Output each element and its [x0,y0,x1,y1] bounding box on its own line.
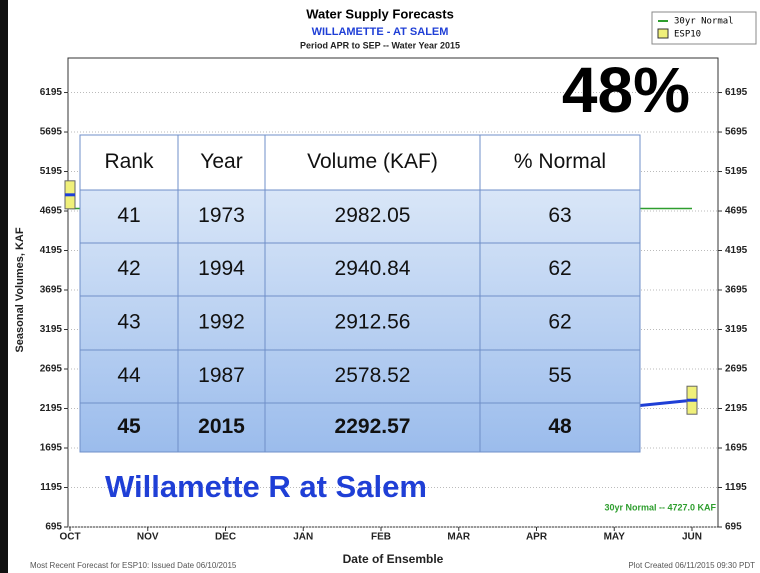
legend-label: ESP10 [674,30,701,40]
period: Period APR to SEP -- Water Year 2015 [300,40,460,50]
x-tick-label: DEC [215,532,236,543]
table-cell: 62 [548,257,571,280]
y-tick-label: 6195 [40,87,63,98]
x-axis-label: Date of Ensemble [343,552,444,566]
table-cell: 1973 [198,204,245,227]
table-cell: 45 [117,415,141,438]
x-tick-label: FEB [371,532,391,543]
y-axis-label: Seasonal Volumes, KAF [14,227,26,352]
y-tick-label: 5695 [40,127,63,138]
y-tick-label: 4195 [40,245,63,256]
y-tick-label: 4195 [725,245,748,256]
y-tick-label: 695 [45,522,62,533]
table-cell: 48 [548,415,572,438]
y-tick-label: 1195 [40,482,62,493]
table-cell: 2912.56 [335,311,411,334]
y-tick-label: 5195 [725,166,748,177]
table-cell: 55 [548,364,571,387]
table-cell: 1994 [198,257,245,280]
chart-subtitle: WILLAMETTE - AT SALEM [312,26,449,38]
y-tick-label: 3695 [725,285,748,296]
legend: 30yr Normal ESP10 [651,11,757,45]
table-cell: 2015 [198,415,245,438]
y-tick-label: 1195 [725,482,747,493]
header-cell: Rank [104,150,154,173]
x-tick-label: MAR [447,532,471,543]
y-tick-label: 4695 [40,206,63,217]
footer-left: Most Recent Forecast for ESP10: Issued D… [30,561,237,570]
y-tick-label: 1695 [725,443,748,454]
table-cell: 1987 [198,364,245,387]
table-cell: 41 [117,204,140,227]
table-cell: 1992 [198,311,245,334]
y-tick-label: 2695 [40,364,63,375]
table-cell: 2292.57 [335,415,411,438]
x-tick-label: MAY [604,532,626,543]
caption: Willamette R at Salem [105,469,427,504]
y-tick-label: 2695 [725,364,748,375]
x-tick-label: OCT [59,532,80,543]
y-tick-label: 3195 [40,324,63,335]
y-tick-label: 6195 [725,87,748,98]
y-tick-label: 2195 [40,403,63,414]
legend-box [651,11,757,45]
normal-annotation: 30yr Normal -- 4727.0 KAF [604,502,716,512]
table-cell: 42 [117,257,140,280]
y-tick-label: 5195 [40,166,63,177]
table: Rank Year Volume (KAF) % Normal 41 1973 2982.0… [79,134,641,453]
y-tick-label: 695 [725,522,742,533]
chart-title: Water Supply Forecasts [306,6,454,21]
table-cell: 62 [548,311,571,334]
table-cell: 2940.84 [335,257,411,280]
header-cell: Year [200,150,242,173]
x-tick-label: JUN [682,532,702,543]
table-cell: 2578.52 [335,364,411,387]
x-tick-label: NOV [137,532,159,543]
x-tick-label: APR [526,532,548,543]
y-tick-label: 1695 [40,443,63,454]
header-cell: Volume (KAF) [307,150,438,173]
headline: 48% [562,54,690,126]
y-tick-label: 3195 [725,324,748,335]
table-cell: 2982.05 [335,204,411,227]
footer-right: Plot Created 06/11/2015 09:30 PDT [628,561,755,570]
y-tick-label: 3695 [40,285,63,296]
y-tick-label: 4695 [725,206,748,217]
y-tick-label: 5695 [725,127,748,138]
table-cell: 44 [117,364,141,387]
y-tick-label: 2195 [725,403,748,414]
legend-label: 30yr Normal [674,17,734,27]
legend-swatch [657,28,669,39]
header-cell: % Normal [514,150,606,173]
table-cell: 43 [117,311,140,334]
table-cell: 63 [548,204,571,227]
header-row [80,135,640,190]
x-tick-label: JAN [293,532,313,543]
